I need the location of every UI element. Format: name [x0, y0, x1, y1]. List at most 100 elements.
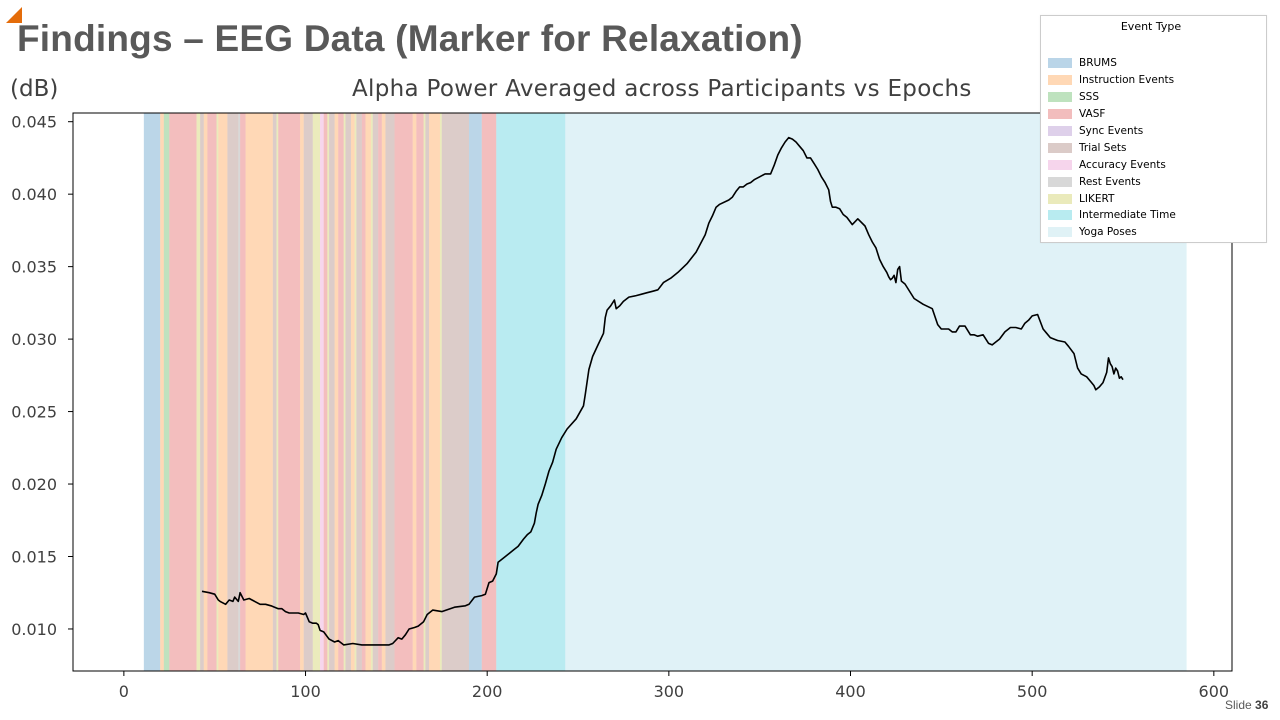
event-span-vasf [240, 113, 246, 671]
legend-item: SSS [1048, 89, 1176, 106]
legend-swatch [1048, 227, 1072, 238]
legend-label: SSS [1079, 91, 1099, 104]
legend-swatch [1048, 75, 1072, 86]
event-span-likert [327, 113, 330, 671]
y-tick-label: 0.045 [11, 113, 57, 132]
legend-swatch [1048, 193, 1072, 204]
event-span-trial-sets [372, 113, 379, 671]
event-span-vasf [323, 113, 328, 671]
x-tick-label: 0 [119, 682, 129, 701]
event-span-brums [143, 113, 161, 671]
legend-item: Rest Events [1048, 173, 1176, 190]
event-span-likert [276, 113, 279, 671]
legend-label: Sync Events [1079, 125, 1144, 137]
legend-item: LIKERT [1048, 190, 1176, 207]
legend-label: Trial Sets [1079, 141, 1127, 154]
x-tick-label: 400 [835, 682, 866, 701]
y-tick-label: 0.025 [11, 403, 57, 422]
y-axis-unit-label: (dB) [10, 76, 59, 102]
legend-item: Yoga Poses [1048, 224, 1176, 241]
event-span-instruction-events [160, 113, 164, 671]
slide-accent-mark [6, 7, 22, 23]
event-span-vasf [207, 113, 217, 671]
legend-label: LIKERT [1079, 192, 1115, 205]
legend-swatch [1048, 126, 1072, 136]
legend-label: Rest Events [1079, 175, 1141, 188]
event-span-vasf [338, 113, 344, 671]
legend-swatch [1048, 58, 1072, 69]
legend-item: Instruction Events [1048, 72, 1176, 89]
event-span-brums [469, 113, 482, 671]
legend-swatch [1048, 159, 1072, 170]
event-span-sss [163, 113, 170, 671]
event-span-instruction-events [412, 113, 417, 671]
event-span-trial-sets [227, 113, 239, 671]
event-span-instruction-events [300, 113, 304, 671]
event-span-vasf [416, 113, 424, 671]
y-tick-label: 0.035 [11, 258, 57, 277]
alpha-power-line [201, 136, 1124, 646]
slide-title: Findings – EEG Data (Marker for Relaxati… [17, 18, 803, 59]
event-span-instruction-events [429, 113, 440, 671]
event-span-likert [423, 113, 426, 671]
legend-label: Instruction Events [1079, 74, 1175, 87]
event-span-trial-sets [441, 113, 470, 671]
legend-item: Intermediate Time [1048, 207, 1176, 224]
event-span-likert [216, 113, 219, 671]
slide-number-value: 36 [1255, 698, 1269, 712]
event-span-rest-events [238, 113, 241, 671]
legend-swatch [1048, 210, 1072, 221]
legend-label: Intermediate Time [1079, 209, 1176, 222]
y-tick-label: 0.040 [11, 185, 57, 204]
x-tick-label: 600 [1199, 682, 1230, 701]
event-span-likert [354, 113, 357, 671]
event-span-intermediate-time [496, 113, 566, 671]
event-span-instruction-events [365, 113, 371, 671]
x-tick-label: 200 [472, 682, 503, 701]
legend-items: BRUMS Instruction Events SSS VASF Sync Event… [1048, 55, 1176, 241]
legend-label: VASF [1079, 108, 1106, 121]
event-span-trial-sets [200, 113, 204, 671]
event-span-vasf [169, 113, 197, 671]
x-tick-label: 500 [1017, 682, 1048, 701]
chart-legend: Event Type BRUMS Instruction Events SSS VAS… [1040, 15, 1267, 243]
legend-item: VASF [1048, 106, 1176, 123]
plot-frame [72, 112, 1233, 672]
event-span-instruction-events [203, 113, 208, 671]
legend-title: Event Type [1120, 20, 1182, 33]
chart-title: Alpha Power Averaged across Participants… [352, 76, 972, 102]
event-span-trial-sets [385, 113, 395, 671]
x-tick-label: 300 [654, 682, 685, 701]
legend-swatch [1048, 176, 1072, 187]
legend-swatch [1048, 109, 1072, 120]
event-span-trial-sets [329, 113, 335, 671]
legend-swatch [1048, 92, 1072, 103]
event-span-vasf [378, 113, 382, 671]
y-tick-label: 0.015 [11, 548, 57, 567]
legend-swatch [1048, 142, 1072, 153]
event-span-likert [370, 113, 373, 671]
event-span-vasf [481, 113, 497, 671]
event-span-likert [343, 113, 346, 671]
event-span-instruction-events [334, 113, 339, 671]
event-span-instruction-events [381, 113, 386, 671]
slide-number: Slide 36 [1225, 698, 1268, 712]
event-span-likert [439, 113, 442, 671]
legend-label: Yoga Poses [1079, 226, 1137, 239]
event-span-instruction-events [218, 113, 228, 671]
x-tick-label: 100 [290, 682, 321, 701]
event-span-vasf [361, 113, 366, 671]
legend-label: Accuracy Events [1079, 158, 1166, 171]
event-span-likert [196, 113, 201, 671]
event-span-trial-sets [425, 113, 430, 671]
event-spans [143, 113, 1187, 671]
y-tick-label: 0.010 [11, 620, 57, 639]
event-span-trial-sets [303, 113, 313, 671]
event-span-vasf [278, 113, 301, 671]
event-span-accuracy-events [320, 113, 324, 671]
event-span-instruction-events [350, 113, 355, 671]
event-span-likert [312, 113, 321, 671]
event-span-instruction-events [245, 113, 273, 671]
event-span-vasf [394, 113, 413, 671]
